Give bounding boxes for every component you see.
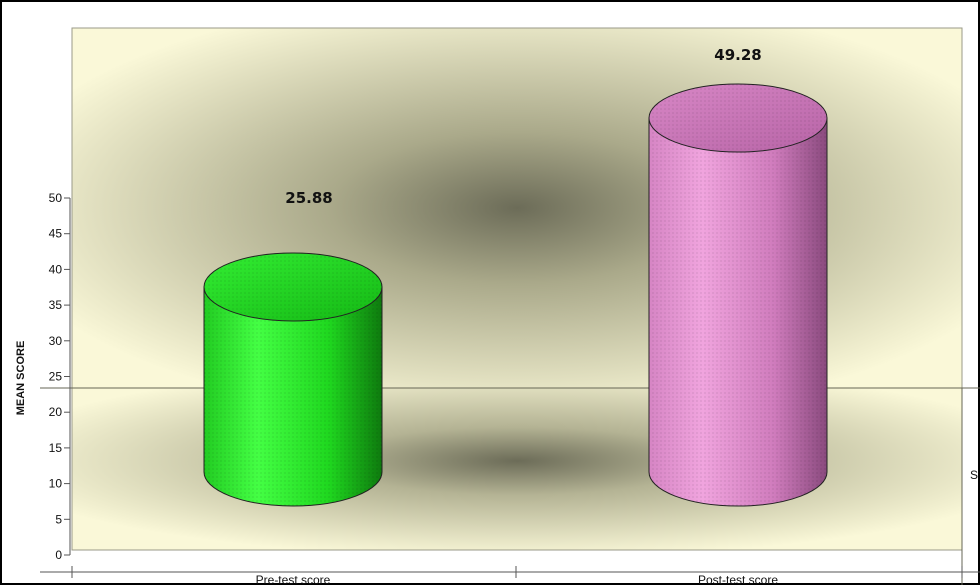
- y-axis: 0 5 10 15 20 25 30 35 40 45 50: [49, 191, 71, 562]
- data-labels: 25.88 49.28: [285, 46, 761, 207]
- bar-texture: [204, 287, 382, 506]
- edge-text: S: [970, 468, 978, 482]
- bar-texture: [649, 118, 827, 506]
- bars: [203, 83, 828, 507]
- y-tick-label: 45: [49, 227, 63, 241]
- y-axis-title: MEAN SCORE: [15, 341, 27, 416]
- x-category-label: Pre-test score: [256, 573, 331, 585]
- bar-2: [648, 83, 828, 507]
- y-tick-label: 30: [49, 334, 63, 348]
- y-tick-label: 15: [49, 441, 63, 455]
- y-tick-label: 10: [49, 477, 63, 491]
- y-tick-label: 50: [49, 191, 63, 205]
- x-category-label: Post-test score: [698, 573, 778, 585]
- x-axis: Pre-test score Post-test score: [40, 566, 980, 585]
- data-label: 25.88: [285, 189, 332, 207]
- y-tick-label: 0: [55, 548, 62, 562]
- y-tick-label: 40: [49, 262, 63, 276]
- y-tick-label: 25: [49, 370, 63, 384]
- plot-border: [71, 27, 963, 551]
- y-tick-label: 35: [49, 298, 63, 312]
- bar-top-texture: [204, 253, 382, 321]
- y-tick-label: 20: [49, 405, 63, 419]
- bar-top-texture: [649, 84, 827, 152]
- y-tick-label: 5: [55, 512, 62, 526]
- data-label: 49.28: [714, 46, 761, 64]
- bar-1: [203, 252, 383, 507]
